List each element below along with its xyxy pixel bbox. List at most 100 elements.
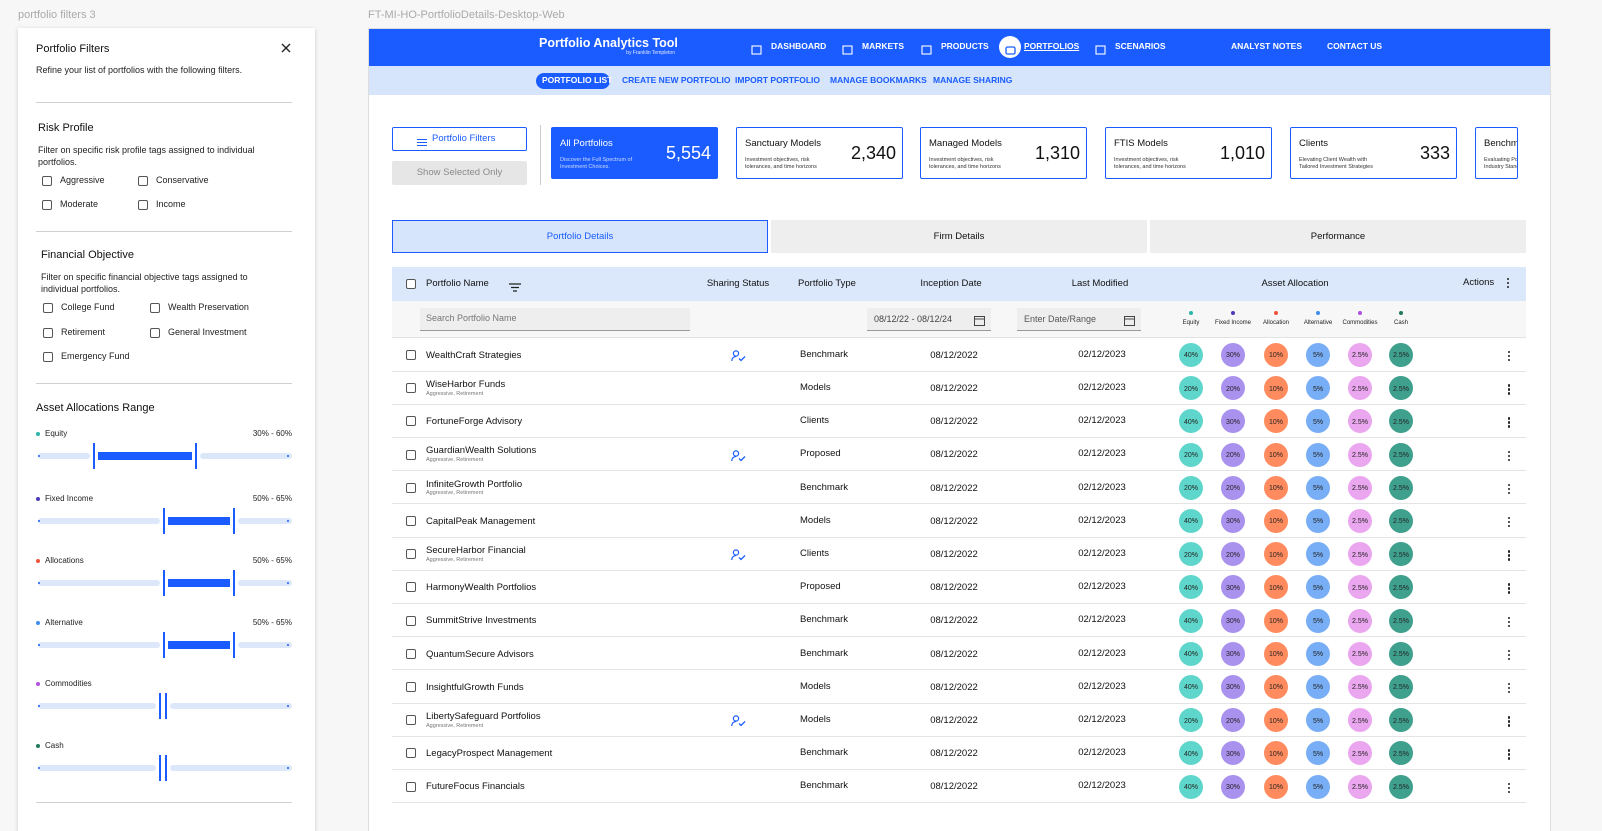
- filter-button[interactable]: [392, 127, 527, 151]
- tab[interactable]: [1150, 220, 1526, 253]
- checkbox[interactable]: [406, 416, 416, 427]
- slider-track[interactable]: [170, 765, 292, 771]
- checkbox[interactable]: [406, 615, 416, 626]
- slider-track[interactable]: [38, 765, 156, 771]
- table-row[interactable]: [392, 704, 1526, 737]
- kebab-menu[interactable]: [1506, 581, 1512, 595]
- slider-handle[interactable]: [163, 632, 165, 658]
- kebab-menu[interactable]: [1506, 714, 1512, 728]
- checkbox[interactable]: [406, 648, 416, 659]
- nav-item[interactable]: DASHBOARD: [771, 41, 827, 52]
- kebab-menu[interactable]: [1506, 781, 1512, 795]
- checkbox[interactable]: [43, 303, 53, 313]
- nav-item[interactable]: PORTFOLIOS: [1024, 41, 1080, 52]
- date-input[interactable]: [1017, 308, 1141, 331]
- slider-track[interactable]: [238, 580, 292, 586]
- checkbox[interactable]: [406, 549, 416, 560]
- slider-track[interactable]: [38, 642, 160, 648]
- subnav-item[interactable]: PORTFOLIO LIST: [542, 75, 613, 86]
- table-row[interactable]: [392, 604, 1526, 638]
- tab[interactable]: [392, 220, 768, 253]
- portfolio-name[interactable]: QuantumSecure Advisors: [426, 648, 534, 660]
- table-row[interactable]: [392, 571, 1526, 604]
- checkbox[interactable]: [43, 352, 53, 362]
- stat-card[interactable]: Benchmarks Evaluating Portfolios Against …: [1475, 127, 1518, 179]
- checkbox[interactable]: [42, 176, 52, 186]
- checkbox[interactable]: [406, 516, 416, 526]
- slider-handle[interactable]: [93, 443, 95, 469]
- portfolio-name[interactable]: SecureHarbor Financial: [426, 545, 526, 557]
- slider-handle[interactable]: [233, 632, 235, 658]
- portfolio-name[interactable]: SummitStrive Investments: [426, 615, 537, 627]
- tab[interactable]: [771, 220, 1147, 253]
- kebab-menu[interactable]: [1505, 276, 1511, 290]
- nav-item[interactable]: ANALYST NOTES: [1231, 41, 1303, 52]
- slider-track[interactable]: [200, 453, 292, 459]
- slider-track[interactable]: [38, 453, 90, 459]
- subnav-item[interactable]: MANAGE SHARING: [933, 75, 1013, 86]
- kebab-menu[interactable]: [1506, 515, 1512, 529]
- slider-handle[interactable]: [233, 508, 235, 534]
- portfolio-name[interactable]: WealthCraft Strategies: [426, 349, 522, 361]
- checkbox[interactable]: [150, 303, 160, 313]
- portfolio-name[interactable]: InsightfulGrowth Funds: [426, 681, 524, 693]
- filter-button-label[interactable]: Portfolio Filters: [432, 132, 496, 144]
- slider-handle[interactable]: [233, 570, 235, 596]
- checkbox[interactable]: [406, 449, 416, 460]
- checkbox[interactable]: [406, 682, 416, 692]
- portfolio-name[interactable]: HarmonyWealth Portfolios: [426, 582, 537, 594]
- kebab-menu[interactable]: [1506, 681, 1512, 695]
- kebab-menu[interactable]: [1506, 449, 1512, 463]
- slider-track[interactable]: [170, 703, 292, 709]
- portfolio-name[interactable]: CapitalPeak Management: [426, 515, 536, 527]
- close-button[interactable]: [281, 43, 291, 53]
- portfolio-name[interactable]: LibertySafeguard Portfolios: [426, 711, 541, 723]
- kebab-menu[interactable]: [1506, 415, 1512, 429]
- checkbox[interactable]: [43, 328, 53, 338]
- slider-track[interactable]: [238, 518, 292, 524]
- slider-handle[interactable]: [165, 755, 167, 781]
- portfolio-name[interactable]: FutureFocus Financials: [426, 781, 525, 793]
- show-selected-button[interactable]: [392, 161, 527, 185]
- table-row[interactable]: [392, 637, 1526, 671]
- slider-handle[interactable]: [159, 693, 161, 719]
- nav-item[interactable]: CONTACT US: [1327, 41, 1383, 52]
- kebab-menu[interactable]: [1506, 548, 1512, 562]
- table-row[interactable]: [392, 737, 1526, 770]
- slider-track[interactable]: [38, 518, 160, 524]
- portfolio-name[interactable]: FortuneForge Advisory: [426, 416, 523, 428]
- slider-track[interactable]: [38, 580, 160, 586]
- checkbox[interactable]: [138, 200, 148, 210]
- subnav-item[interactable]: MANAGE BOOKMARKS: [830, 75, 927, 86]
- slider-handle[interactable]: [163, 508, 165, 534]
- portfolio-name[interactable]: LegacyProspect Management: [426, 748, 553, 760]
- stat-card[interactable]: All Portfolios Discover the Full Spectrum…: [551, 127, 718, 179]
- checkbox[interactable]: [406, 715, 416, 726]
- stat-card[interactable]: FTIS Models Investment objectives, risk t…: [1105, 127, 1272, 179]
- checkbox[interactable]: [42, 200, 52, 210]
- checkbox[interactable]: [406, 383, 416, 394]
- checkbox[interactable]: [406, 279, 416, 289]
- checkbox[interactable]: [406, 781, 416, 792]
- kebab-menu[interactable]: [1506, 382, 1512, 396]
- slider-track[interactable]: [38, 703, 156, 709]
- checkbox[interactable]: [406, 482, 416, 493]
- table-row[interactable]: [392, 770, 1526, 804]
- checkbox[interactable]: [138, 176, 148, 186]
- table-row[interactable]: [392, 405, 1526, 438]
- table-row[interactable]: [392, 538, 1526, 571]
- kebab-menu[interactable]: [1506, 482, 1512, 496]
- table-row[interactable]: [392, 471, 1526, 505]
- portfolio-name[interactable]: InfiniteGrowth Portfolio: [426, 478, 523, 490]
- kebab-menu[interactable]: [1506, 648, 1512, 662]
- stat-card[interactable]: Clients Elevating Client Wealth with Tail…: [1290, 127, 1457, 179]
- subnav-item[interactable]: IMPORT PORTFOLIO: [735, 75, 820, 86]
- kebab-menu[interactable]: [1506, 747, 1512, 761]
- table-row[interactable]: [392, 505, 1526, 538]
- search-input[interactable]: [420, 308, 690, 331]
- kebab-menu[interactable]: [1506, 349, 1512, 363]
- slider-handle[interactable]: [195, 443, 197, 469]
- subnav-pill[interactable]: [536, 73, 610, 89]
- portfolio-name[interactable]: WiseHarbor Funds: [426, 379, 506, 391]
- subnav-item[interactable]: CREATE NEW PORTFOLIO: [622, 75, 731, 86]
